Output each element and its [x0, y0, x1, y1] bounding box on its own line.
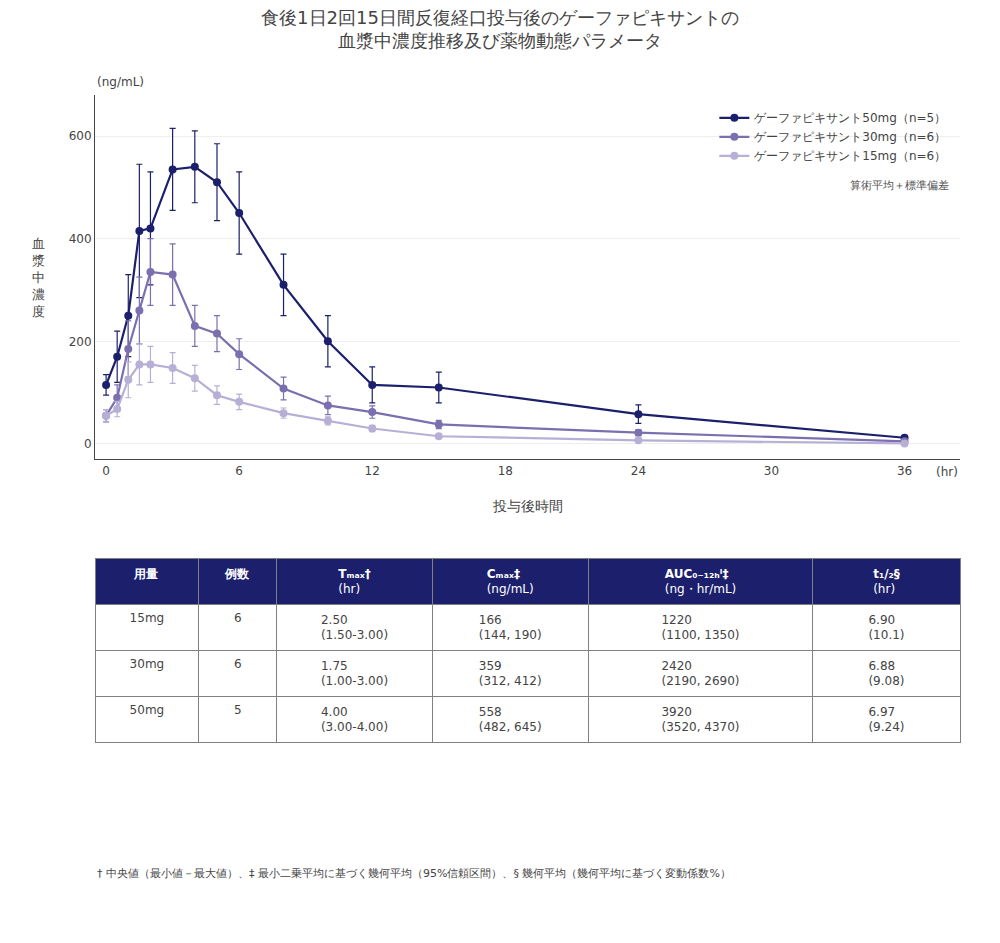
svg-text:24: 24: [631, 464, 646, 478]
svg-text:6: 6: [234, 611, 242, 625]
svg-text:400: 400: [69, 232, 92, 246]
svg-text:Cₘₐₓ‡(ng/mL): Cₘₐₓ‡(ng/mL): [487, 567, 534, 597]
svg-text:50mg: 50mg: [130, 703, 165, 717]
svg-text:6: 6: [234, 657, 242, 671]
svg-text:6.90(10.1): 6.90(10.1): [868, 613, 904, 643]
svg-text:6.97(9.24): 6.97(9.24): [868, 705, 904, 735]
svg-text:投与後時間: 投与後時間: [492, 498, 563, 514]
svg-text:359(312, 412): 359(312, 412): [479, 659, 542, 689]
svg-text:6.88(9.08): 6.88(9.08): [868, 659, 904, 689]
svg-text:ゲーファピキサント30mg（n=6）: ゲーファピキサント30mg（n=6）: [754, 130, 946, 144]
svg-text:† 中央値（最小値－最大値）、‡ 最小二乗平均に基づく幾何平: † 中央値（最小値－最大値）、‡ 最小二乗平均に基づく幾何平均（95%信頼区間）…: [97, 867, 731, 880]
svg-text:(hr): (hr): [936, 465, 958, 479]
svg-text:5: 5: [234, 703, 242, 717]
svg-text:1.75(1.00-3.00): 1.75(1.00-3.00): [321, 659, 388, 689]
svg-text:30: 30: [764, 464, 779, 478]
svg-text:AUC₀₋₁₂ₕⁱ‡(ng・hr/mL): AUC₀₋₁₂ₕⁱ‡(ng・hr/mL): [665, 567, 737, 597]
svg-text:t₁/₂§(hr): t₁/₂§(hr): [873, 567, 900, 597]
svg-text:食後1日2回15日間反復経口投与後のゲーファピキサントの血漿: 食後1日2回15日間反復経口投与後のゲーファピキサントの血漿中濃度推移及び薬物動…: [261, 7, 739, 51]
svg-text:15mg: 15mg: [130, 611, 165, 625]
svg-text:18: 18: [498, 464, 513, 478]
svg-text:6: 6: [235, 464, 243, 478]
svg-text:算術平均＋標準偏差: 算術平均＋標準偏差: [850, 179, 949, 192]
svg-text:ゲーファピキサント50mg（n=5）: ゲーファピキサント50mg（n=5）: [754, 111, 946, 125]
svg-text:0: 0: [102, 464, 110, 478]
svg-text:用量: 用量: [133, 567, 158, 581]
svg-text:600: 600: [69, 129, 92, 143]
svg-text:ゲーファピキサント15mg（n=6）: ゲーファピキサント15mg（n=6）: [754, 149, 946, 163]
svg-text:例数: 例数: [224, 567, 250, 581]
svg-text:12: 12: [365, 464, 380, 478]
svg-text:30mg: 30mg: [130, 657, 165, 671]
svg-text:166(144, 190): 166(144, 190): [479, 613, 542, 643]
svg-text:2.50(1.50-3.00): 2.50(1.50-3.00): [321, 613, 388, 643]
svg-text:血漿中濃度: 血漿中濃度: [32, 236, 45, 319]
svg-text:0: 0: [84, 437, 92, 451]
svg-text:4.00(3.00-4.00): 4.00(3.00-4.00): [321, 705, 388, 735]
svg-text:36: 36: [897, 464, 912, 478]
svg-text:(ng/mL): (ng/mL): [97, 75, 144, 89]
svg-text:Tₘₐₓ†(hr): Tₘₐₓ†(hr): [338, 567, 371, 597]
svg-text:3920(3520, 4370): 3920(3520, 4370): [661, 705, 739, 735]
svg-text:2420(2190, 2690): 2420(2190, 2690): [661, 659, 739, 689]
svg-text:200: 200: [69, 335, 92, 349]
svg-text:1220(1100, 1350): 1220(1100, 1350): [661, 613, 739, 643]
svg-text:558(482, 645): 558(482, 645): [479, 705, 542, 735]
